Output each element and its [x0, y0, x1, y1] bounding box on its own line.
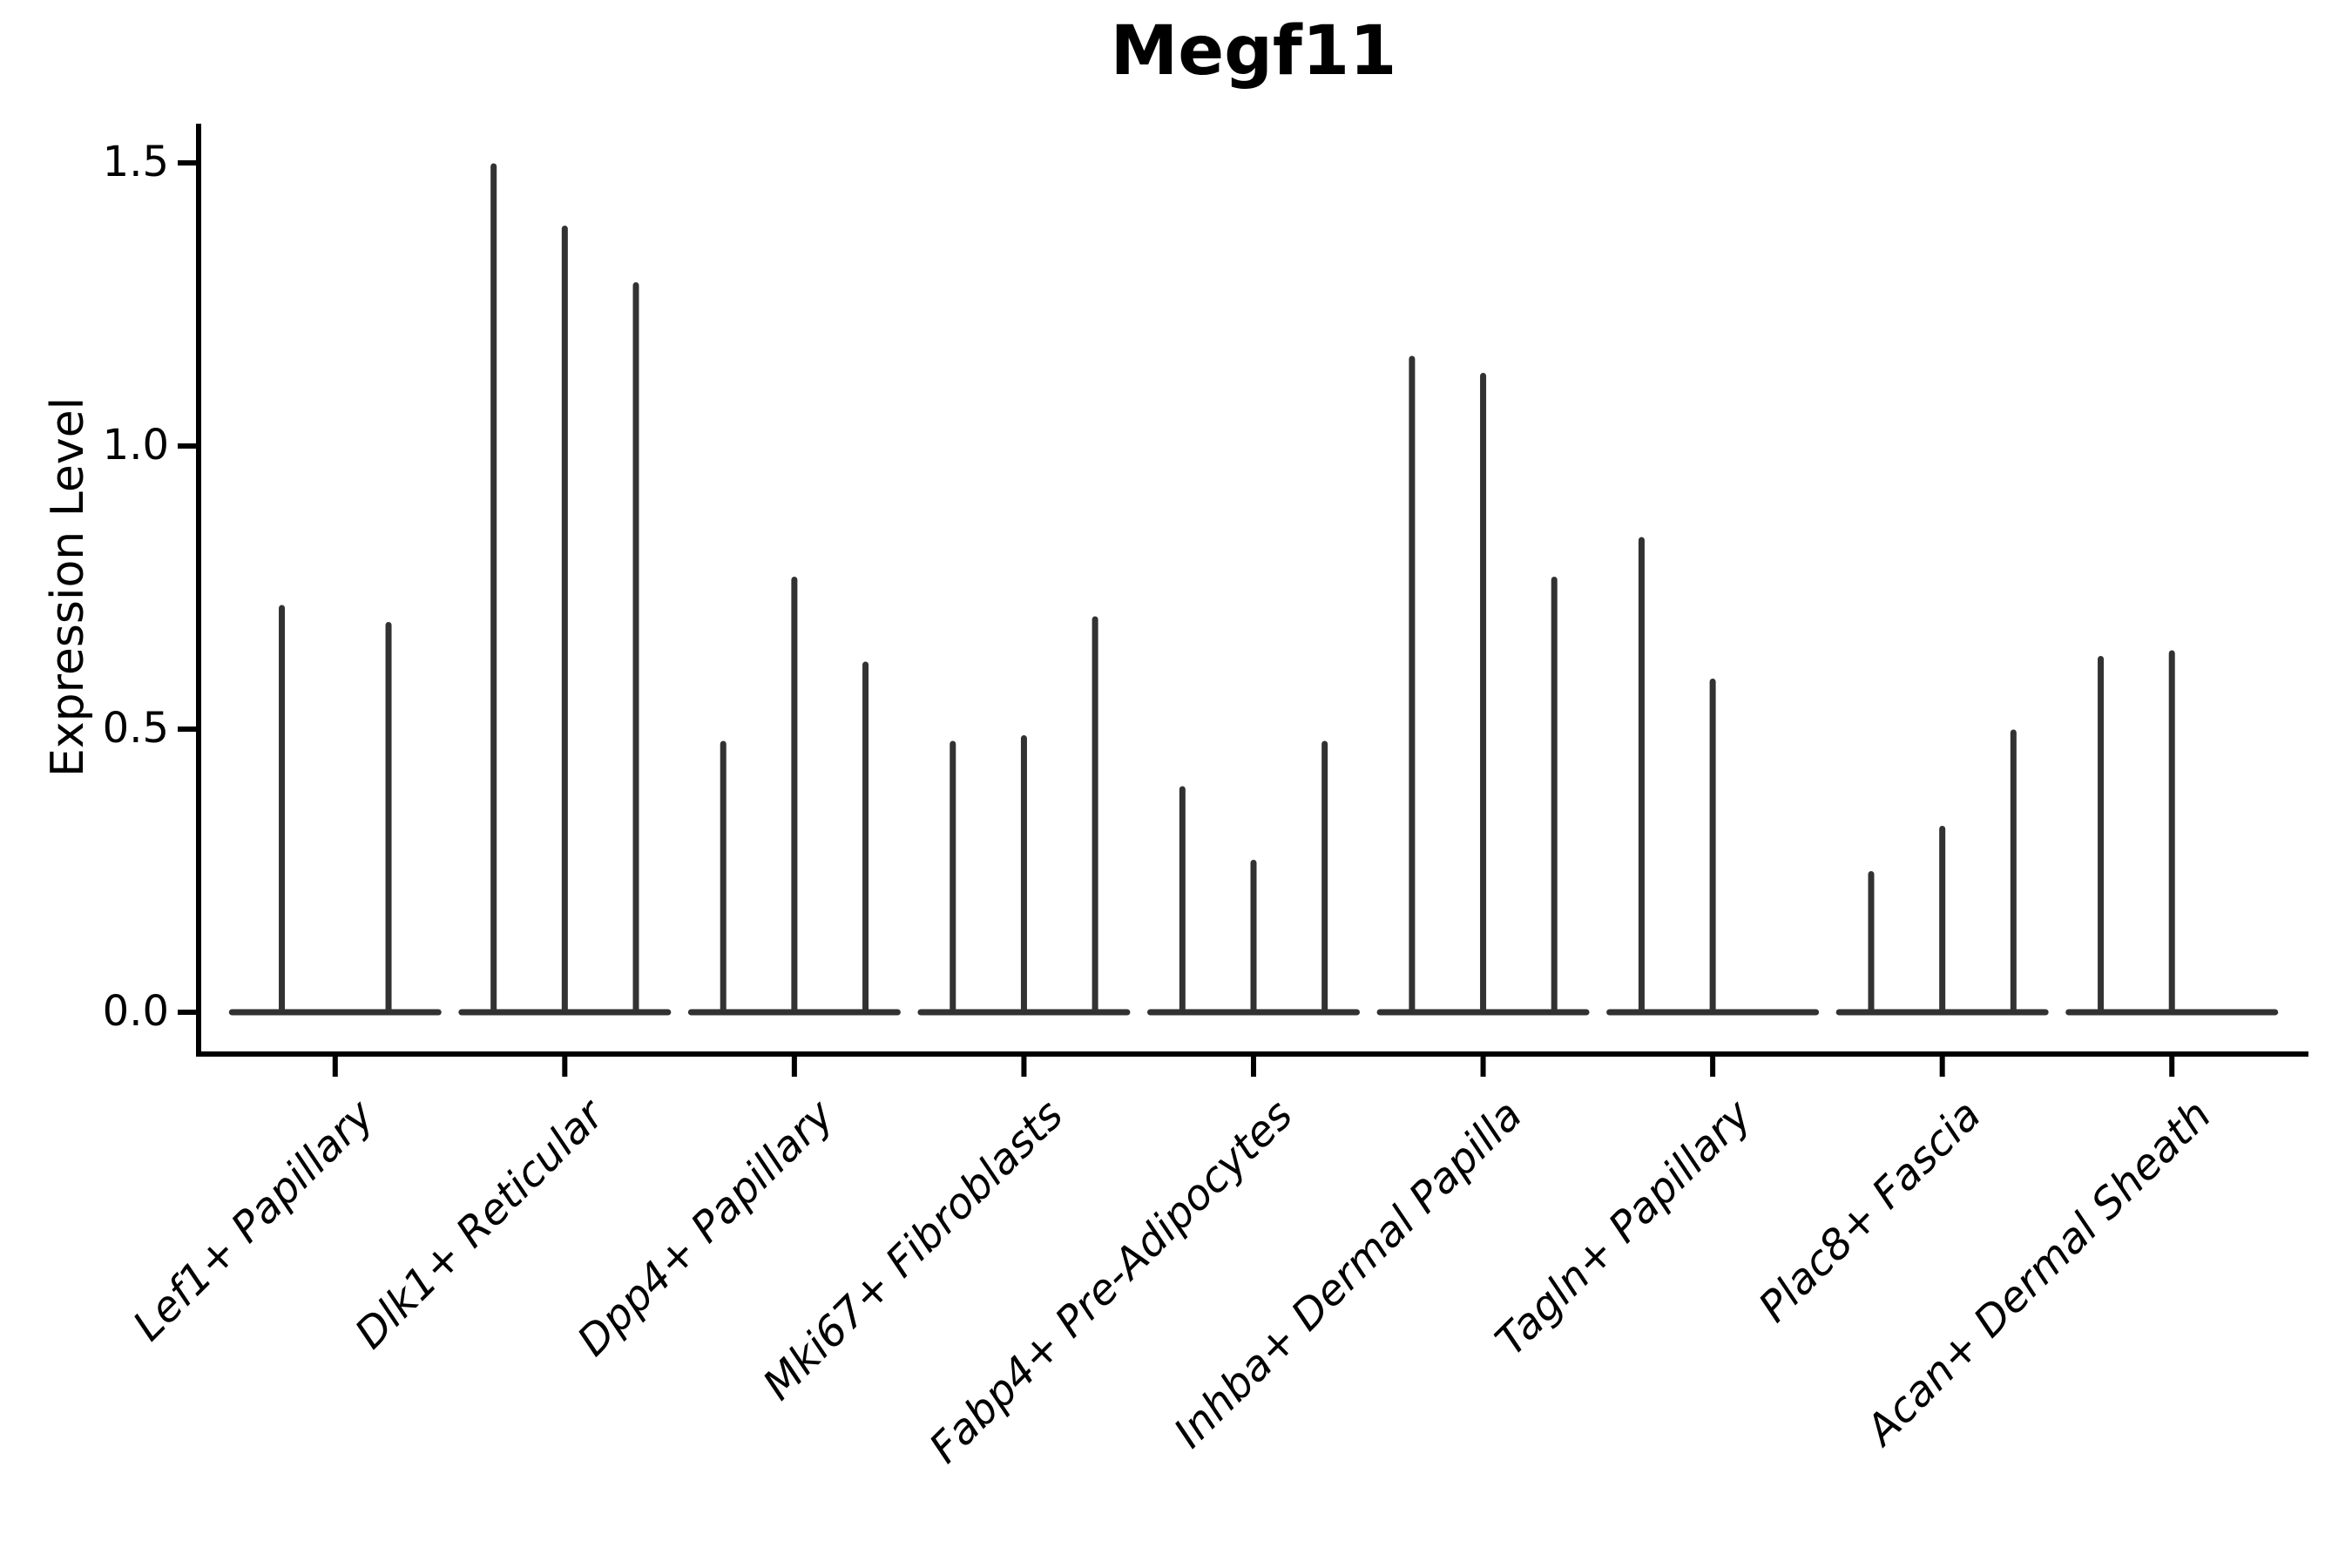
y-tick-label: 1.0 — [102, 420, 169, 470]
y-tick-label: 1.5 — [102, 137, 169, 186]
y-tick-label: 0.0 — [102, 986, 169, 1036]
y-tick-label: 0.5 — [102, 703, 169, 753]
chart-title: Megf11 — [1110, 12, 1397, 91]
